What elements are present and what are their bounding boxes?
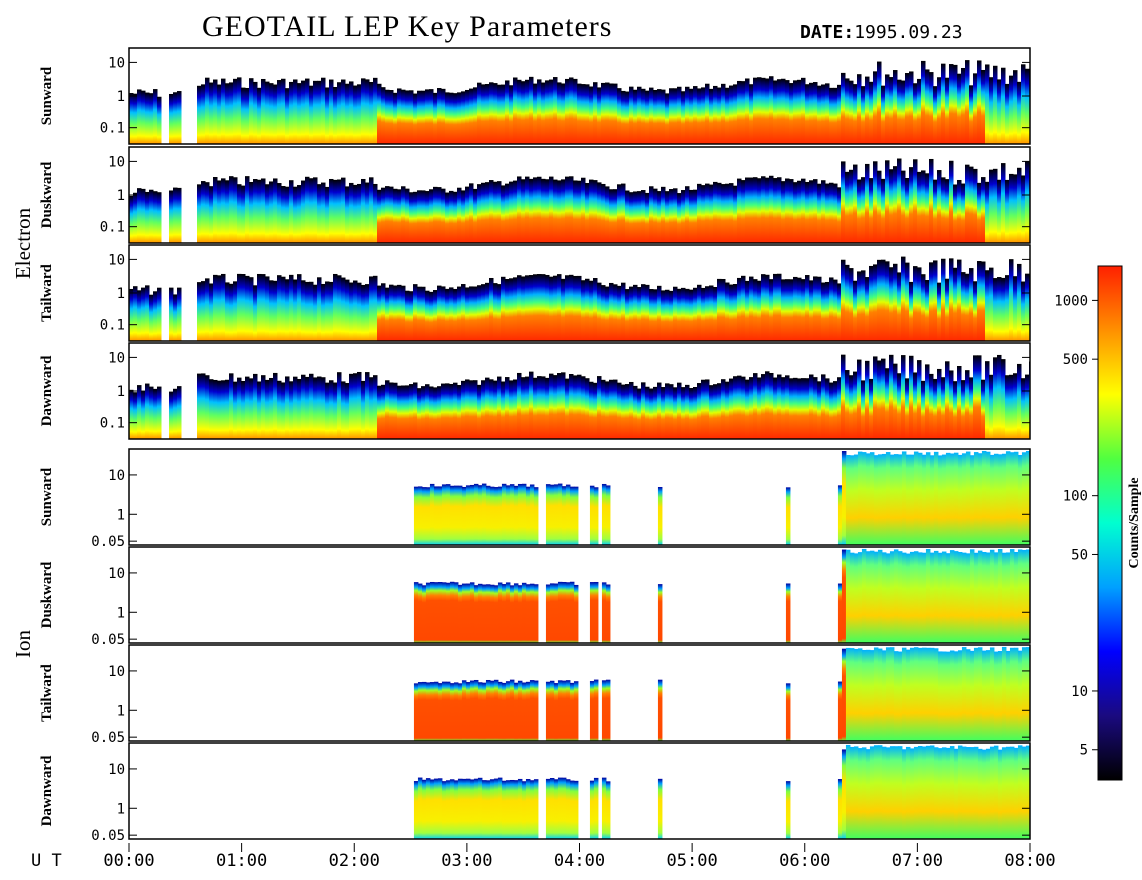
electron-panel-dawnward: 10 1 0.1 bbox=[100, 342, 1031, 440]
date-value: 1995.09.23 bbox=[854, 22, 963, 43]
x-tick-label: 08:00 bbox=[1004, 851, 1055, 871]
x-axis-label: U T bbox=[31, 851, 62, 871]
colorbar-scale bbox=[1097, 265, 1123, 781]
x-tick-label: 00:00 bbox=[103, 851, 154, 871]
colorbar-tick-label: 1000 bbox=[1054, 293, 1088, 309]
ion-spectrogram bbox=[413, 548, 1030, 643]
group-label-electron: Electron bbox=[11, 207, 35, 279]
y-tick-label: 10 bbox=[108, 154, 125, 170]
colorbar-tick-label: 500 bbox=[1063, 352, 1088, 368]
electron-spectrogram bbox=[129, 256, 1030, 341]
date-prefix: DATE: bbox=[800, 22, 855, 43]
ion-panel-dawnward: 10 1 0.05 bbox=[91, 742, 1031, 844]
y-tick-label: 1 bbox=[117, 188, 125, 204]
panel-label-ion-duskward: Duskward bbox=[39, 561, 55, 628]
colorbar-tick-label: 5 bbox=[1080, 743, 1088, 759]
y-tick-label: 10 bbox=[108, 762, 125, 778]
ion-panel-tailward: 10 1 0.05 bbox=[91, 644, 1031, 746]
colorbar-tick-label: 50 bbox=[1071, 547, 1088, 563]
y-tick-label: 0.1 bbox=[100, 121, 125, 137]
ion-spectrogram bbox=[413, 646, 1030, 741]
electron-spectrogram bbox=[129, 158, 1030, 243]
y-tick-label: 0.1 bbox=[100, 416, 125, 432]
electron-panel-duskward: 10 1 0.1 bbox=[100, 146, 1031, 244]
panel-label-electron-sunward: Sunward bbox=[39, 66, 55, 125]
x-tick-label: 06:00 bbox=[779, 851, 830, 871]
y-tick-label: 1 bbox=[117, 286, 125, 302]
y-tick-label: 1 bbox=[117, 801, 125, 817]
x-tick-label: 03:00 bbox=[441, 851, 492, 871]
electron-panel-tailward: 10 1 0.1 bbox=[100, 244, 1031, 342]
y-tick-label: 0.1 bbox=[100, 220, 125, 236]
group-label-ion: Ion bbox=[11, 630, 35, 658]
y-tick-label: 1 bbox=[117, 89, 125, 105]
x-tick-label: 01:00 bbox=[216, 851, 267, 871]
x-tick-label: 02:00 bbox=[329, 851, 380, 871]
panel-frame bbox=[128, 546, 1031, 644]
colorbar-tick-label: 100 bbox=[1063, 489, 1088, 505]
ion-panel-sunward: 10 1 0.05 bbox=[91, 448, 1031, 550]
panel-frame bbox=[128, 742, 1031, 840]
y-tick-label: 1 bbox=[117, 605, 125, 621]
y-tick-label: 10 bbox=[108, 566, 125, 582]
ion-panel-duskward: 10 1 0.05 bbox=[91, 546, 1031, 648]
y-tick-label: 1 bbox=[117, 703, 125, 719]
y-tick-label: 10 bbox=[108, 55, 125, 71]
ion-spectrogram bbox=[413, 450, 1030, 545]
x-tick-label: 04:00 bbox=[554, 851, 605, 871]
y-tick-label: 10 bbox=[108, 252, 125, 268]
colorbar-tick-label: 10 bbox=[1071, 684, 1088, 700]
y-tick-label: 0.05 bbox=[91, 828, 125, 844]
panel-label-ion-tailward: Tailward bbox=[39, 663, 55, 721]
y-tick-label: 0.05 bbox=[91, 534, 125, 550]
y-tick-label: 10 bbox=[108, 350, 125, 366]
y-tick-label: 0.1 bbox=[100, 318, 125, 334]
x-tick-label: 05:00 bbox=[667, 851, 718, 871]
chart-title: GEOTAIL LEP Key Parameters bbox=[202, 10, 613, 43]
y-tick-label: 0.05 bbox=[91, 730, 125, 746]
y-tick-label: 1 bbox=[117, 384, 125, 400]
panel-frame bbox=[128, 644, 1031, 742]
y-tick-label: 10 bbox=[108, 664, 125, 680]
panel-label-electron-duskward: Duskward bbox=[39, 161, 55, 228]
y-tick-label: 0.05 bbox=[91, 632, 125, 648]
y-tick-label: 1 bbox=[117, 507, 125, 523]
date-label: DATE:1995.09.23 bbox=[800, 22, 963, 43]
x-tick-label: 07:00 bbox=[892, 851, 943, 871]
y-tick-label: 10 bbox=[108, 468, 125, 484]
panel-label-electron-tailward: Tailward bbox=[39, 263, 55, 321]
panel-label-ion-dawnward: Dawnward bbox=[39, 755, 55, 826]
colorbar-title: Counts/Sample bbox=[1127, 477, 1142, 568]
panel-frame bbox=[128, 448, 1031, 546]
panel-label-ion-sunward: Sunward bbox=[39, 467, 55, 526]
panel-label-electron-dawnward: Dawnward bbox=[39, 355, 55, 426]
electron-spectrogram bbox=[129, 60, 1030, 144]
ion-spectrogram bbox=[413, 744, 1030, 839]
electron-panel-sunward: 10 1 0.1 bbox=[100, 47, 1031, 145]
electron-spectrogram bbox=[129, 354, 1030, 439]
